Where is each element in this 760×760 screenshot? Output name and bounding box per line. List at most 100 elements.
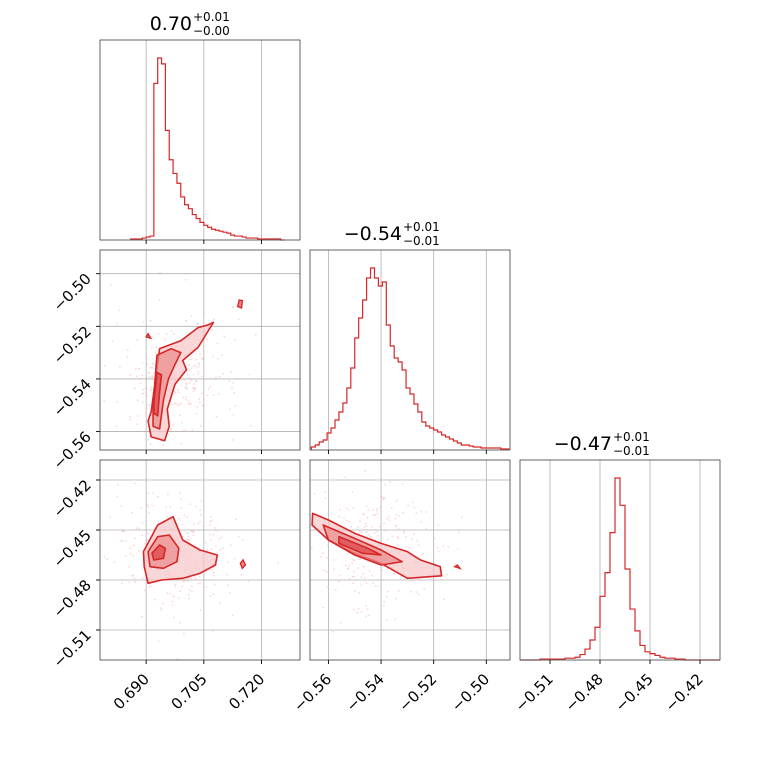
scatter-point	[195, 505, 197, 508]
scatter-point	[186, 580, 189, 582]
scatter-point	[149, 585, 152, 587]
panel-frame-r1c0	[99, 249, 301, 451]
scatter-point	[180, 442, 183, 445]
scatter-point	[358, 591, 361, 594]
scatter-point	[137, 549, 140, 552]
scatter-point	[148, 512, 151, 514]
scatter-point	[359, 520, 362, 523]
scatter-point	[116, 400, 118, 403]
scatter-point	[415, 512, 418, 515]
scatter-point	[158, 298, 161, 301]
scatter-point	[188, 382, 191, 385]
scatter-point	[185, 396, 187, 399]
scatter-point	[155, 346, 158, 349]
scatter-point	[111, 340, 114, 342]
scatter-point	[148, 376, 151, 378]
scatter-point	[147, 439, 149, 441]
scatter-point	[382, 604, 385, 607]
scatter-point	[122, 530, 125, 533]
scatter-point	[152, 491, 155, 494]
scatter-point	[197, 363, 200, 365]
scatter-point	[326, 556, 329, 559]
scatter-point	[310, 547, 313, 550]
scatter-point	[136, 339, 139, 342]
scatter-point	[247, 580, 250, 583]
scatter-point	[187, 400, 190, 403]
scatter-point	[386, 517, 388, 520]
scatter-point	[172, 604, 174, 606]
scatter-point	[193, 576, 196, 579]
scatter-point	[231, 614, 234, 617]
scatter-point	[344, 564, 347, 567]
scatter-point	[119, 540, 122, 542]
scatter-point	[188, 376, 191, 379]
scatter-point	[149, 366, 152, 369]
y-tick-label-p2: −0.45	[50, 526, 95, 571]
scatter-point	[103, 399, 106, 402]
scatter-point	[374, 529, 377, 531]
scatter-point	[132, 574, 135, 577]
scatter-point	[209, 515, 212, 518]
scatter-point	[425, 511, 428, 513]
scatter-point	[212, 394, 215, 397]
scatter-point	[209, 520, 212, 523]
scatter-point	[202, 305, 205, 308]
scatter-point	[360, 584, 363, 586]
scatter-point	[148, 586, 151, 589]
scatter-point	[195, 364, 197, 367]
scatter-point	[209, 385, 212, 388]
scatter-point	[147, 505, 150, 508]
scatter-point	[179, 621, 181, 624]
scatter-point	[395, 597, 398, 600]
scatter-point	[151, 375, 154, 377]
scatter-point	[233, 557, 236, 560]
scatter-point	[130, 574, 133, 577]
scatter-point	[187, 593, 190, 596]
scatter-point	[420, 510, 423, 513]
scatter-point	[218, 393, 220, 395]
scatter-point	[121, 539, 124, 542]
panel-grid-r0c0	[145, 40, 262, 240]
scatter-point	[202, 370, 205, 373]
scatter-point	[141, 615, 143, 618]
scatter-point	[199, 582, 201, 585]
scatter-point	[338, 508, 341, 511]
scatter-point	[202, 350, 205, 353]
scatter-point	[389, 481, 391, 483]
title-minus-error: −0.00	[193, 24, 230, 38]
scatter-point	[128, 565, 131, 568]
scatter-point	[201, 404, 204, 407]
panel-frame-r1c1	[309, 249, 511, 451]
scatter-point	[230, 544, 232, 547]
scatter-point	[134, 482, 137, 485]
scatter-point	[443, 598, 445, 601]
scatter-point	[376, 507, 379, 510]
scatter-point	[149, 443, 152, 446]
scatter-point	[212, 318, 215, 321]
scatter-point	[169, 505, 172, 508]
scatter-point	[365, 582, 368, 584]
scatter-point	[320, 555, 322, 558]
scatter-point	[173, 616, 175, 619]
scatter-point	[376, 512, 379, 515]
title-minus-error: −0.01	[403, 234, 440, 248]
title-plus-error: +0.01	[613, 430, 650, 444]
scatter-point	[237, 318, 240, 321]
scatter-point	[202, 585, 205, 588]
scatter-point	[376, 530, 379, 533]
scatter-point	[407, 504, 410, 507]
scatter-point	[344, 476, 347, 479]
scatter-point	[395, 499, 398, 502]
scatter-point	[398, 590, 400, 592]
scatter-point	[405, 535, 408, 538]
scatter-point	[387, 515, 390, 518]
scatter-point	[401, 483, 404, 486]
scatter-point	[374, 513, 377, 516]
scatter-point	[184, 398, 187, 401]
scatter-point	[232, 439, 234, 441]
scatter-point	[404, 545, 407, 548]
scatter-point	[250, 425, 252, 427]
scatter-point	[192, 390, 195, 393]
scatter-point	[144, 387, 147, 390]
scatter-point	[116, 495, 118, 498]
